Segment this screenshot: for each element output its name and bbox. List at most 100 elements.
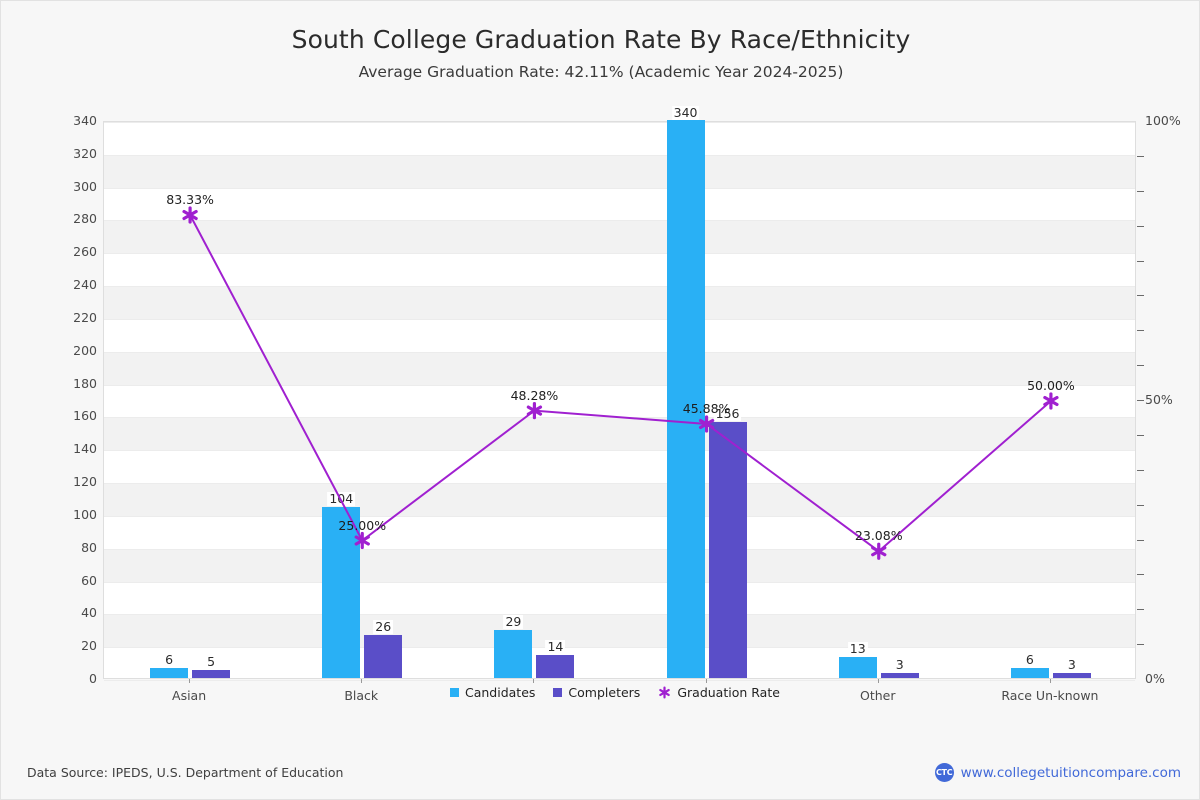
x-axis-tick-mark — [533, 679, 535, 683]
rate-value-label: 45.88% — [682, 400, 731, 416]
y-axis-right-minor-tick — [1137, 609, 1144, 611]
bar-completers[interactable] — [708, 421, 747, 678]
y-axis-right-minor-tick — [1137, 330, 1144, 332]
gridline — [104, 220, 1135, 222]
y-axis-left-tick: 240 — [73, 277, 97, 293]
bar-value-label-candidates: 6 — [1023, 652, 1036, 668]
legend-label: Graduation Rate — [677, 684, 780, 700]
x-axis-tick-label: Other — [860, 688, 896, 703]
plot-band — [104, 286, 1135, 319]
x-axis-tick-mark — [705, 679, 707, 683]
bar-candidates[interactable] — [666, 120, 705, 678]
rate-star-marker[interactable] — [1043, 392, 1059, 410]
plot-band — [104, 483, 1135, 516]
y-axis-right-minor-tick — [1137, 260, 1144, 262]
y-axis-left-tick: 140 — [73, 441, 97, 457]
bar-candidates[interactable] — [1010, 668, 1049, 678]
y-axis-left-tick: 180 — [73, 375, 97, 391]
y-axis-left-tick: 80 — [81, 539, 97, 555]
plot-band — [104, 154, 1135, 188]
gridline — [104, 122, 1135, 123]
rate-star-marker[interactable] — [526, 401, 543, 420]
y-axis-right-major-tick — [1137, 400, 1144, 401]
graduation-rate-line — [182, 206, 1059, 560]
gridline — [104, 286, 1135, 288]
plot-area: 6 5 104 26 29 14 340 156 13 3 6 3 83.33% 25.00% 48.28… — [103, 106, 1136, 681]
y-axis-right-minor-tick — [1137, 504, 1144, 506]
x-axis-tick-mark — [189, 679, 191, 683]
legend-swatch-icon — [553, 687, 563, 697]
bar-completers[interactable] — [1052, 673, 1091, 678]
gridline — [104, 581, 1135, 583]
bar-candidates[interactable] — [150, 668, 189, 678]
y-axis-left-tick: 20 — [81, 638, 97, 654]
gridline — [104, 253, 1135, 255]
gridline — [104, 680, 1135, 681]
legend-item-candidates[interactable]: Candidates — [450, 685, 535, 700]
x-axis-tick-mark — [361, 679, 363, 683]
y-axis-left-tick: 120 — [73, 474, 97, 490]
chart-subtitle: Average Graduation Rate: 42.11% (Academi… — [358, 63, 844, 81]
y-axis-right-tick: 0% — [1145, 671, 1165, 686]
x-axis-tick-label: Black — [344, 688, 379, 703]
plot-band — [104, 548, 1135, 582]
y-axis-left-tick: 100 — [73, 506, 97, 522]
bar-value-label-completers: 3 — [1065, 657, 1078, 673]
bar-completers[interactable] — [364, 635, 403, 678]
y-axis-left-tick: 280 — [73, 211, 97, 227]
bar-candidates[interactable] — [494, 630, 533, 678]
ctc-logo-icon: CTC — [934, 763, 954, 782]
gridline — [104, 515, 1135, 517]
y-axis-left-tick: 60 — [81, 572, 97, 588]
gridline — [104, 154, 1135, 156]
legend-label: Candidates — [465, 684, 536, 700]
bar-value-label-candidates: 104 — [327, 491, 356, 507]
legend-item-completers[interactable]: Completers — [553, 685, 640, 700]
bar-completers[interactable] — [536, 655, 575, 678]
bar-value-label-completers: 5 — [205, 653, 218, 669]
bar-candidates[interactable] — [322, 507, 361, 678]
chart-legend: Candidates Completers Graduation Rate — [444, 683, 786, 701]
y-axis-left-tick: 40 — [81, 605, 97, 621]
gridline — [104, 614, 1135, 616]
y-axis-left-tick: 320 — [73, 145, 97, 161]
bar-value-label-completers: 26 — [373, 619, 394, 635]
rate-value-label: 50.00% — [1027, 378, 1075, 393]
y-axis-left-tick: 220 — [73, 309, 97, 325]
rate-value-label: 48.28% — [510, 387, 559, 403]
y-axis-left-tick: 300 — [73, 178, 97, 194]
legend-item-graduation-rate[interactable]: Graduation Rate — [658, 685, 780, 700]
y-axis-left-tick: 260 — [73, 244, 97, 260]
plot-band — [104, 614, 1135, 648]
y-axis-right-tick: 50% — [1145, 392, 1173, 407]
gridline — [104, 318, 1135, 320]
bar-candidates[interactable] — [838, 656, 877, 678]
data-source-note: Data Source: IPEDS, U.S. Department of E… — [27, 765, 344, 780]
y-axis-left-tick: 200 — [73, 342, 97, 358]
y-axis-right-minor-tick — [1137, 644, 1144, 646]
page-title: South College Graduation Rate By Race/Et… — [291, 25, 911, 54]
gridline — [104, 187, 1135, 189]
y-axis-left-tick: 160 — [73, 408, 97, 424]
plot-band — [104, 351, 1135, 385]
rate-value-label: 25.00% — [338, 517, 387, 533]
y-axis-right-minor-tick — [1137, 225, 1144, 227]
y-axis-right-minor-tick — [1137, 434, 1144, 436]
bar-value-label-completers: 3 — [893, 657, 906, 673]
y-axis-right-minor-tick — [1137, 539, 1144, 541]
bar-completers[interactable] — [192, 669, 231, 678]
brand-link[interactable]: CTC www.collegetuitioncompare.com — [934, 763, 1181, 782]
y-axis-right-minor-tick — [1137, 190, 1144, 192]
gridline — [104, 647, 1135, 649]
bar-completers[interactable] — [880, 673, 919, 678]
plot-band — [104, 417, 1135, 451]
x-axis-tick-mark — [877, 679, 879, 683]
gridline — [104, 351, 1135, 353]
brand-url-label: www.collegetuitioncompare.com — [960, 764, 1181, 781]
y-axis-right-tick: 100% — [1145, 113, 1181, 128]
x-axis-tick-label: Asian — [172, 688, 207, 703]
y-axis-right-minor-tick — [1137, 155, 1144, 157]
gridline — [104, 450, 1135, 452]
y-axis-right-minor-tick — [1137, 365, 1144, 367]
